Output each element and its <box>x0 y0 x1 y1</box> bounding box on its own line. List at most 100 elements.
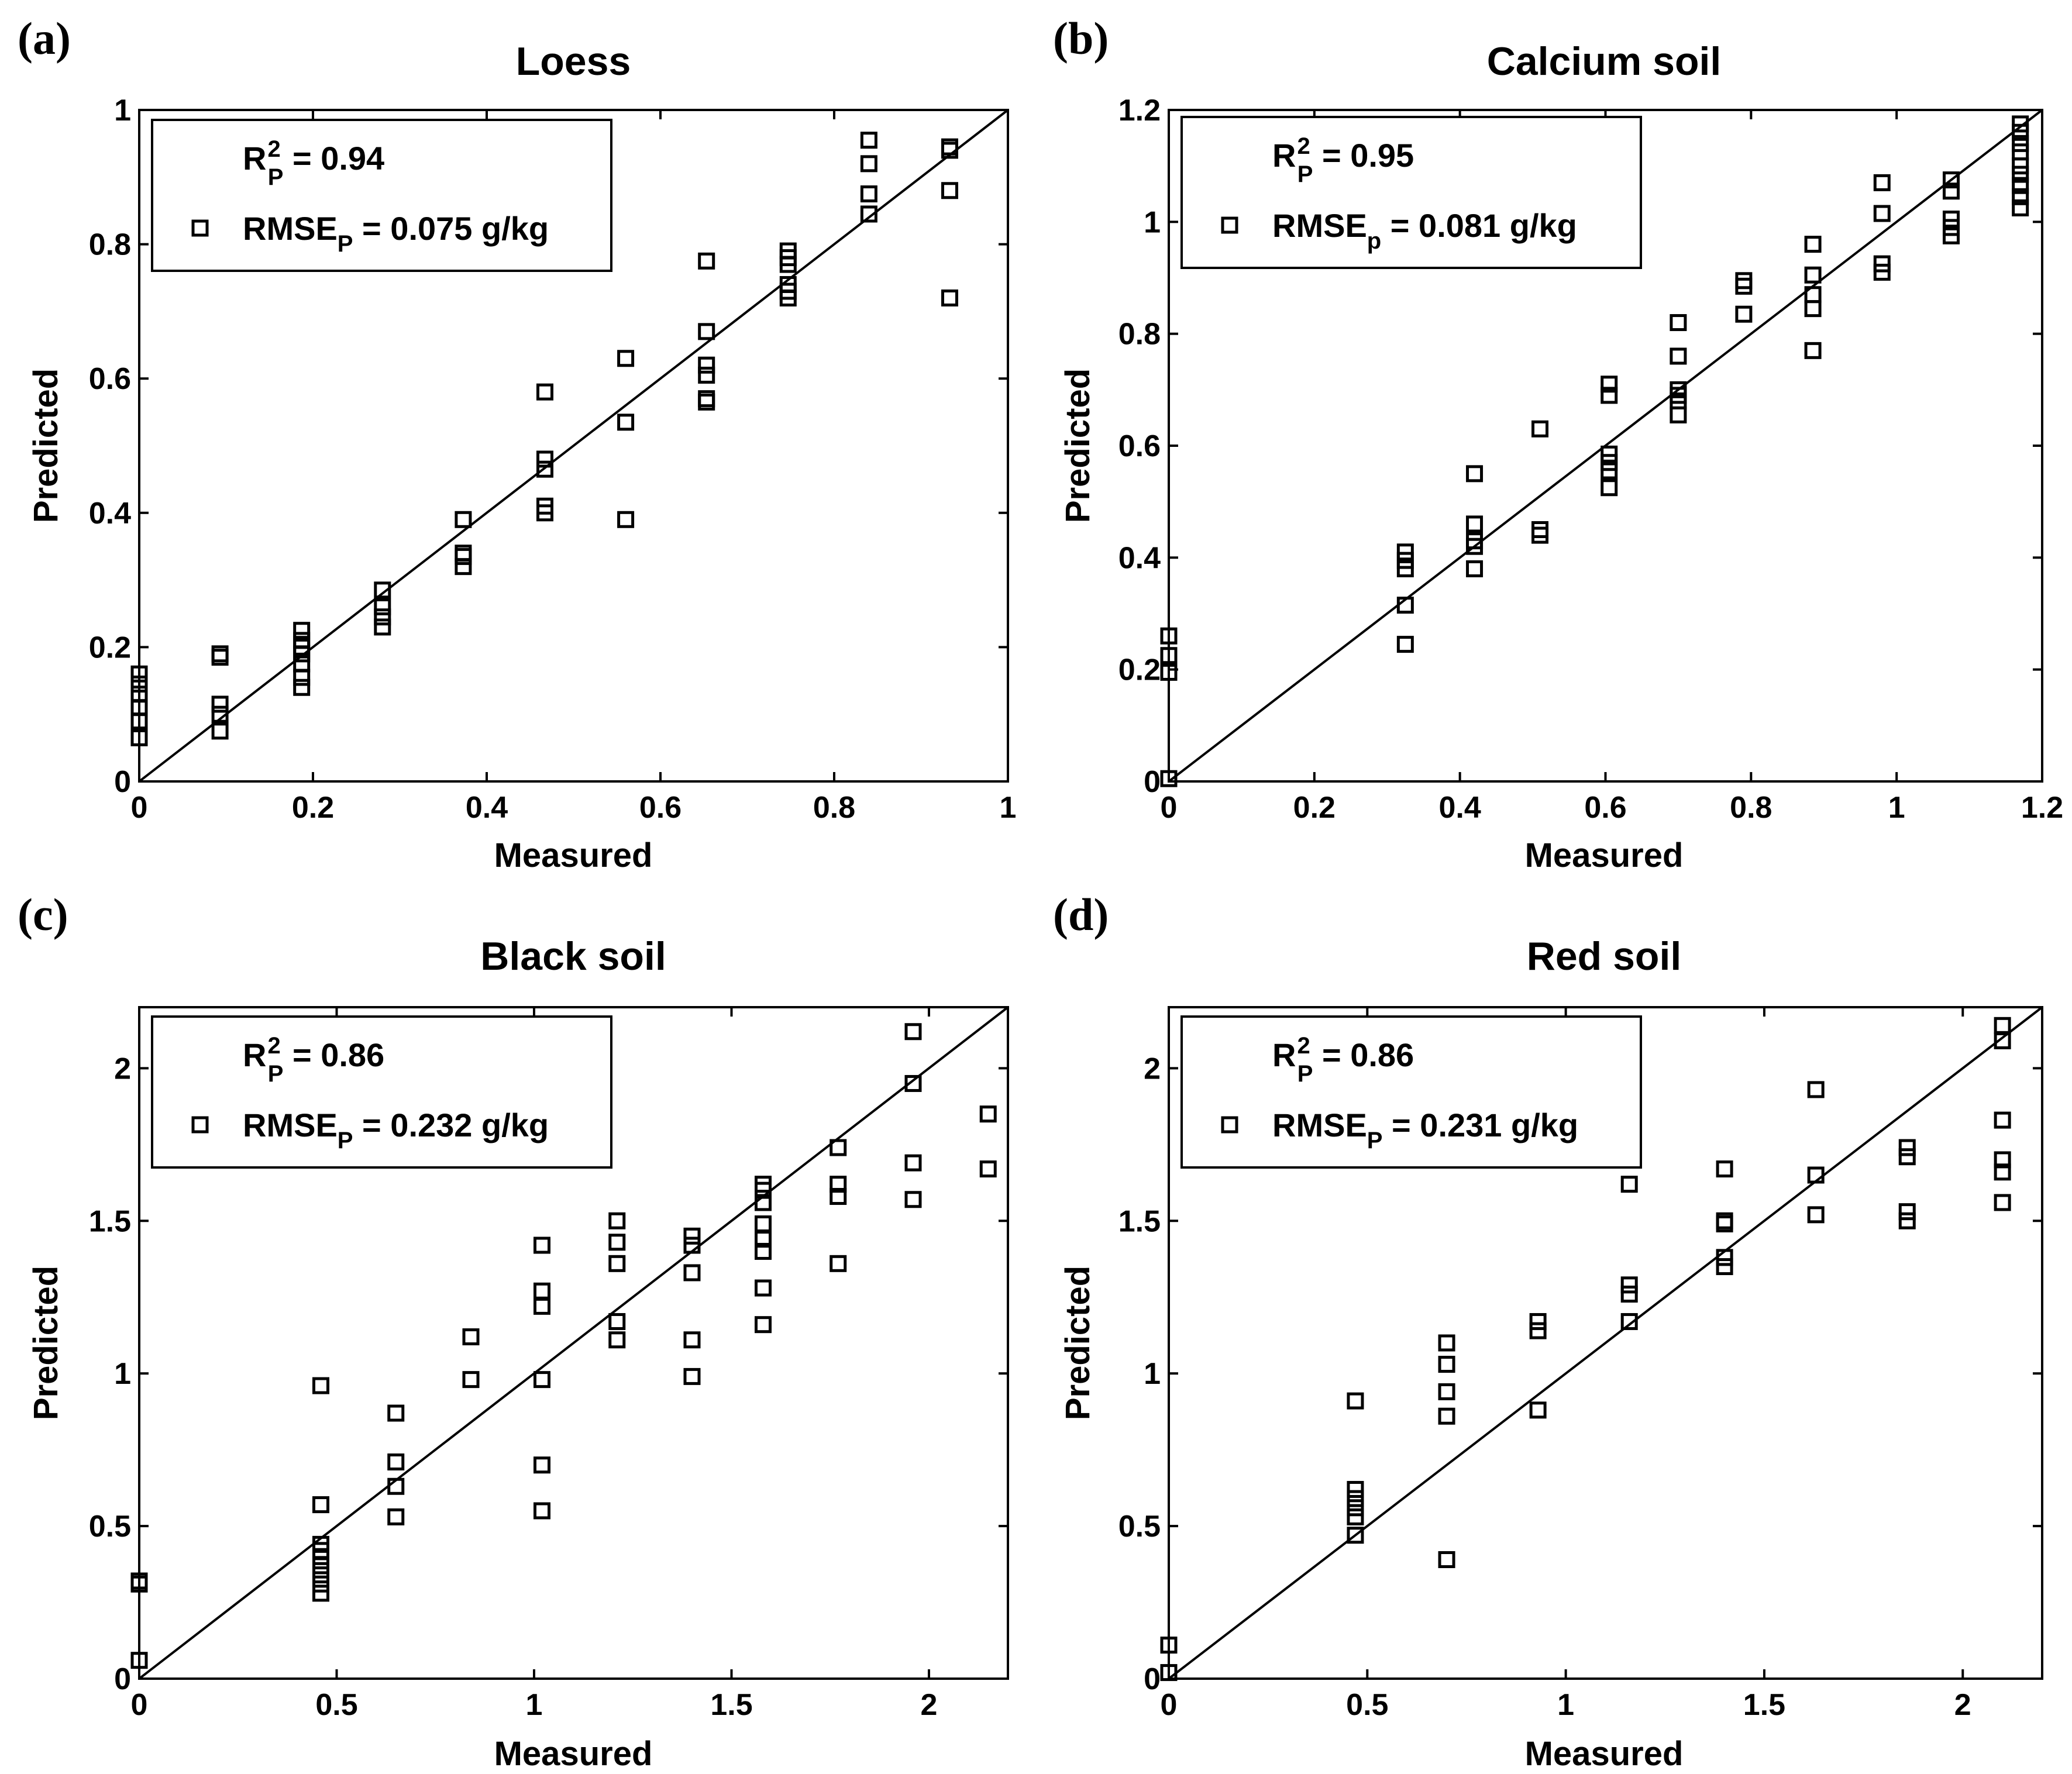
x-tick-label: 0.2 <box>292 791 334 825</box>
data-point <box>1873 174 1891 191</box>
data-point <box>608 1331 626 1349</box>
panel-label-c: (c) <box>18 889 68 940</box>
x-axis-label-calcium-soil: Measured <box>1525 836 1684 874</box>
data-point <box>1735 305 1753 323</box>
rmse-subscript: p <box>1367 228 1381 254</box>
x-tick-label: 1 <box>526 1688 543 1722</box>
data-point <box>1160 627 1178 645</box>
data-point <box>293 622 311 639</box>
data-point <box>1601 387 1618 404</box>
x-tick-label: 1.5 <box>710 1688 752 1722</box>
legend-marker-red-soil <box>1221 1116 1238 1134</box>
data-point <box>1347 1490 1364 1507</box>
data-point <box>941 289 959 306</box>
r2-value: = 0.86 <box>1313 1036 1414 1073</box>
x-tick-label: 0.8 <box>813 791 855 825</box>
data-point <box>683 1367 701 1385</box>
data-point <box>1807 1206 1825 1224</box>
data-point <box>536 383 553 401</box>
y-axis-label-loess: Predicted <box>27 368 65 523</box>
y-tick-label: 1 <box>1144 1357 1161 1391</box>
rmse-letters: RMSE <box>243 1107 338 1143</box>
data-point <box>387 1453 405 1471</box>
data-point <box>1898 1212 1916 1229</box>
data-point <box>312 1584 329 1602</box>
y-tick-label: 0.8 <box>1118 318 1161 352</box>
points-black-soil <box>130 1023 997 1669</box>
r2-subscript: P <box>1297 1061 1313 1087</box>
data-point <box>312 1575 329 1593</box>
data-point <box>904 1191 922 1208</box>
chart-title-loess: Loess <box>516 39 631 84</box>
data-point <box>608 1234 626 1251</box>
ticks-black-soil: 0 0.5 1 1.5 2 0 0.5 1 1.5 2 <box>89 1007 1008 1722</box>
rmse-subscript: P <box>338 1128 353 1153</box>
data-point <box>534 1297 550 1315</box>
data-point <box>2012 188 2029 205</box>
data-point <box>1601 479 1618 497</box>
y-tick-label: 1 <box>114 1357 131 1391</box>
data-point <box>293 655 311 673</box>
rmse-value: = 0.081 g/kg <box>1381 207 1577 244</box>
x-tick-label: 1 <box>1888 791 1905 825</box>
y-tick-label: 0.5 <box>89 1510 131 1544</box>
data-point <box>312 1557 329 1575</box>
data-point <box>211 705 229 723</box>
data-point <box>1804 342 1822 359</box>
panel-label-d: (d) <box>1053 889 1109 940</box>
data-point <box>1670 406 1687 423</box>
data-point <box>1994 1194 2011 1211</box>
data-point <box>1438 1356 1455 1373</box>
data-point <box>830 1188 847 1205</box>
data-point <box>941 182 959 199</box>
points-red-soil <box>1160 1017 2011 1682</box>
x-tick-label: 0.2 <box>1293 791 1336 825</box>
chart-title-calcium-soil: Calcium soil <box>1487 39 1722 84</box>
x-tick-label: 0.5 <box>1346 1688 1388 1722</box>
data-point <box>211 722 229 740</box>
data-point <box>1601 376 1618 393</box>
y-axis-label-black-soil: Predicted <box>27 1266 65 1420</box>
data-point <box>1898 1203 1916 1221</box>
y-axis-label-calcium-soil: Predicted <box>1059 368 1097 523</box>
points-loess <box>130 132 959 746</box>
data-point <box>830 1176 847 1193</box>
x-tick-label: 2 <box>921 1688 938 1722</box>
x-tick-label: 0.4 <box>466 791 508 825</box>
y-tick-label: 2 <box>114 1052 131 1086</box>
data-point <box>312 1496 329 1514</box>
x-tick-label: 1.5 <box>1743 1688 1785 1722</box>
panel-loess: (a) Loess 0 0.2 0.4 0.6 0.8 1 0 0.2 0.4 0.6 0.8 1 R… <box>18 13 1016 874</box>
data-point <box>617 414 635 431</box>
data-point <box>455 558 472 576</box>
data-point <box>698 390 715 408</box>
y-tick-label: 1 <box>1144 205 1161 239</box>
data-point <box>387 1477 405 1495</box>
data-point <box>1994 1151 2011 1169</box>
data-point <box>1466 465 1484 483</box>
data-point <box>1529 1401 1547 1419</box>
data-point <box>779 275 797 293</box>
y-tick-label: 0.2 <box>89 631 131 664</box>
data-point <box>462 1371 480 1389</box>
data-point <box>1466 532 1484 550</box>
data-point <box>698 356 715 374</box>
rmse-letters: RMSE <box>1272 1107 1367 1143</box>
data-point <box>1396 597 1414 614</box>
data-point <box>1735 272 1753 290</box>
x-axis-label-red-soil: Measured <box>1525 1735 1684 1773</box>
legend-box-black-soil <box>151 1015 612 1169</box>
data-point <box>1942 211 1960 228</box>
panel-calcium-soil: (b) Calcium soil 0 0.2 0.4 0.6 0.8 1 1.2 0 0.2 0.… <box>1053 13 2063 874</box>
legend-r2-red-soil: R2 P = 0.86 <box>1272 1033 1414 1087</box>
rmse-letters: RMSE <box>1272 207 1367 244</box>
data-point <box>374 618 391 636</box>
data-point <box>1396 543 1414 561</box>
y-tick-label: 0.6 <box>1118 429 1161 463</box>
legend-marker-loess <box>191 219 209 237</box>
data-point <box>617 350 635 367</box>
data-point <box>1160 663 1178 681</box>
r2-subscript: P <box>268 164 284 190</box>
legend-marker-black-soil <box>191 1116 209 1134</box>
fit-line-group-black-soil <box>138 1006 1009 1680</box>
